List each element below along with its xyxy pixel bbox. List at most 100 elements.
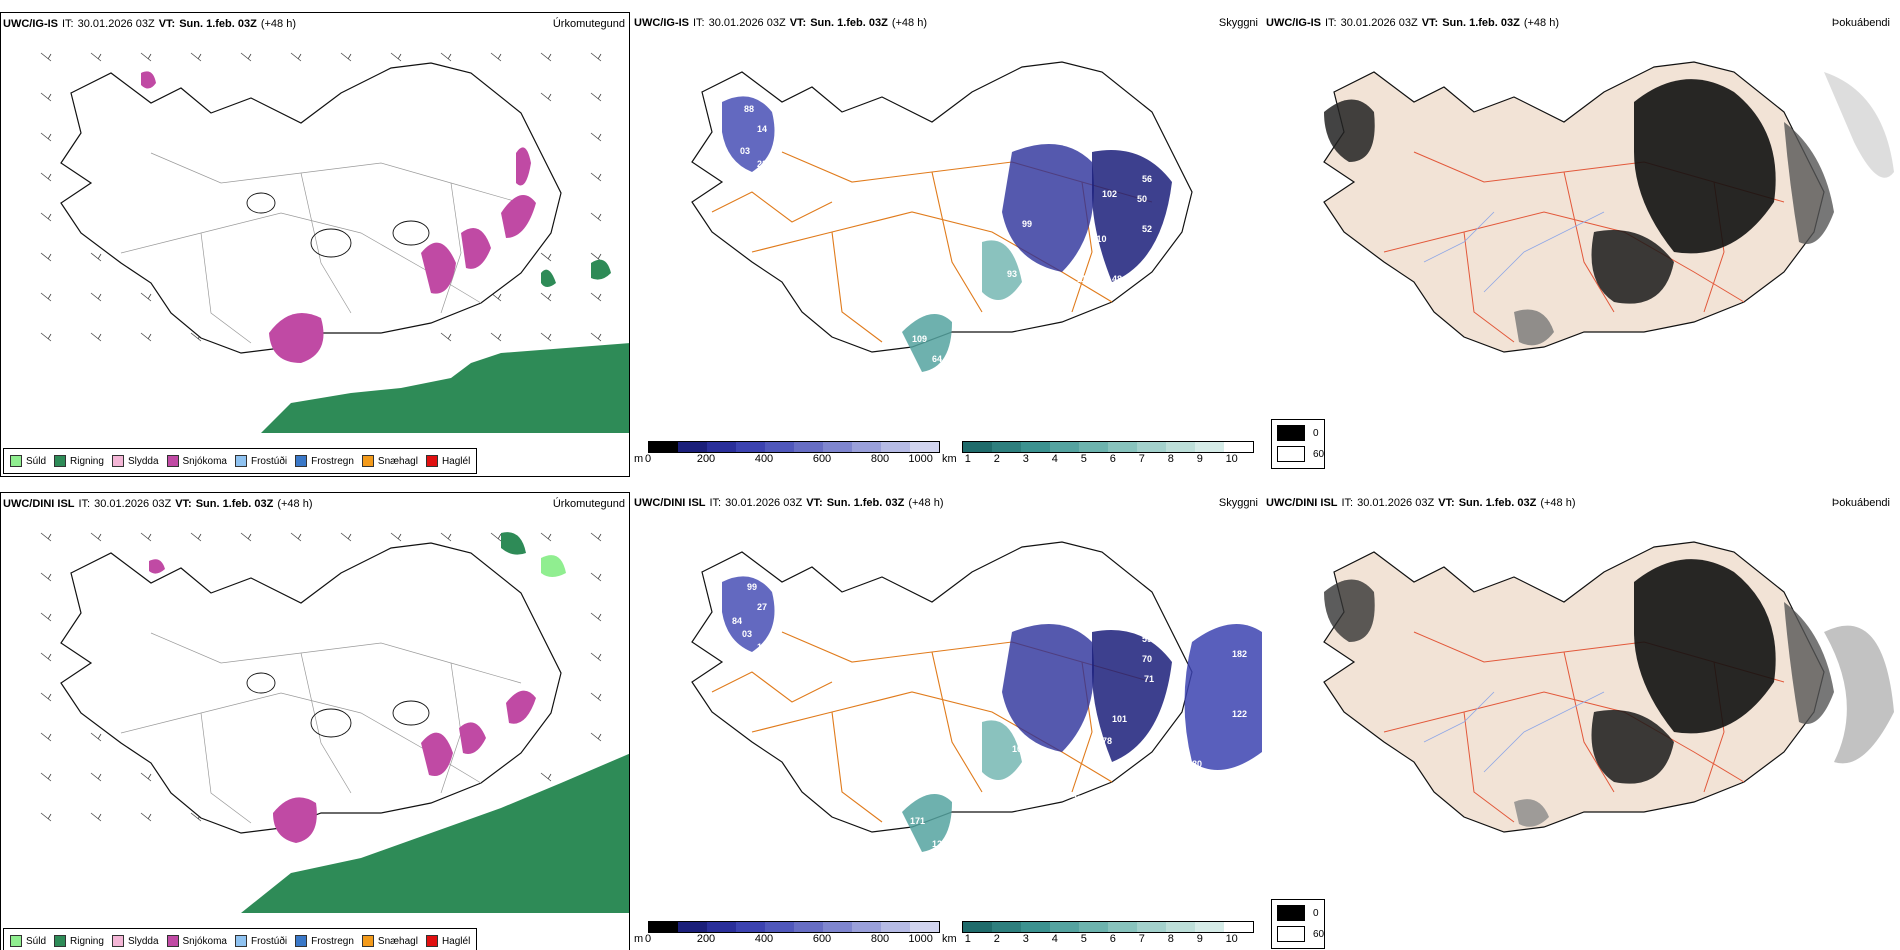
- iceland-coastline: [691, 541, 1193, 833]
- model-name: UWC/IG-IS: [634, 17, 689, 29]
- vis-value: 85: [1092, 754, 1102, 764]
- legend-label: Slydda: [127, 455, 159, 467]
- model-name: UWC/IG-IS: [3, 18, 58, 30]
- tick-label: 800: [870, 933, 890, 945]
- vis-value: 14: [757, 124, 767, 134]
- cloud-map: [1323, 61, 1894, 353]
- legend-swatch-frostudi: [234, 455, 247, 467]
- cloud-swatch-light: [1277, 446, 1305, 462]
- fog-areas: [1324, 72, 1894, 346]
- vis-value: 78: [1102, 736, 1112, 746]
- height-ticks: 0 200 400 600 800 1000: [645, 453, 938, 467]
- vis-value: 182: [1232, 649, 1247, 659]
- vis-value: 110: [1092, 234, 1107, 244]
- vis-value: 102: [1102, 189, 1117, 199]
- cloud-legend-label: 60: [1313, 448, 1325, 460]
- it-label: IT:: [709, 497, 722, 509]
- it-label: IT:: [693, 17, 705, 29]
- legend-item: Snæhagl: [361, 935, 418, 947]
- vis-value: 117: [1077, 274, 1092, 284]
- legend-swatch-frostregn: [295, 455, 308, 467]
- tick-label: 0: [644, 933, 652, 945]
- vis-value: 99: [747, 582, 757, 592]
- height-bar: [648, 441, 940, 453]
- cloud-legend-label: 0: [1313, 427, 1319, 439]
- legend-item: Rigning: [54, 455, 104, 467]
- cloud-legend-row: 60: [1277, 926, 1324, 942]
- vis-value: 127: [757, 642, 772, 652]
- vis-value: 135: [1057, 779, 1072, 789]
- fog-areas: [1324, 559, 1894, 827]
- lead-time: (+48 h): [1523, 17, 1560, 29]
- cloud-swatch-light: [1277, 926, 1305, 942]
- legend-swatch-frostregn: [295, 935, 308, 947]
- rivers: [1423, 691, 1605, 773]
- precip-type-panel-bottom: UWC/DINI ISL IT: 30.01.2026 03Z VT: Sun.…: [0, 492, 630, 950]
- tick-label: 1000: [908, 933, 933, 945]
- it-label: IT:: [62, 18, 74, 30]
- legend-swatch-slydda: [111, 935, 124, 947]
- vis-value: 03: [740, 146, 750, 156]
- vt-label: VT:: [789, 17, 807, 29]
- tick-label: 7: [1138, 933, 1145, 945]
- legend-item: Frostregn: [295, 935, 354, 947]
- panel-header: UWC/DINI ISL IT: 30.01.2026 03Z VT: Sun.…: [634, 494, 1258, 512]
- it-label: IT:: [1341, 497, 1354, 509]
- legend-swatch-rigning: [54, 455, 67, 467]
- vt-label: VT:: [175, 498, 192, 510]
- legend-item: Frostregn: [295, 455, 354, 467]
- vis-value: 56: [1142, 174, 1152, 184]
- vis-value: 38: [1072, 794, 1082, 804]
- low-visibility-areas: [722, 576, 1262, 852]
- cloud-map: [1323, 541, 1894, 833]
- vis-value: 88: [744, 104, 754, 114]
- height-ticks: 0 200 400 600 800 1000: [644, 933, 938, 947]
- legend-swatch-snaehagl: [361, 455, 374, 467]
- vis-value: 101: [1112, 714, 1127, 724]
- iceland-coastline: [60, 542, 562, 834]
- height-unit: m: [634, 933, 644, 945]
- vis-value: 109: [912, 334, 927, 344]
- valid-time: Sun. 1.feb. 03Z: [826, 497, 905, 509]
- init-time: 30.01.2026 03Z: [1357, 497, 1435, 509]
- legend-swatch-sud: [10, 455, 22, 467]
- iceland-coastline: [691, 61, 1193, 353]
- iceland-coastline: [60, 62, 562, 354]
- vis-value: 92: [1052, 332, 1062, 342]
- distance-ticks: 1 2 3 4 5 6 7 8 9 10: [962, 933, 1252, 947]
- glaciers: [246, 672, 430, 738]
- tick-label: 1: [964, 453, 971, 465]
- lead-time: (+48 h): [1540, 497, 1576, 509]
- tick-label: 8: [1167, 453, 1174, 465]
- panel-header: UWC/IG-IS IT: 30.01.2026 03Z VT: Sun. 1.…: [1266, 14, 1890, 32]
- legend-item: Haglél: [425, 935, 470, 947]
- legend-label: Slydda: [127, 935, 159, 947]
- distance-bar: [962, 441, 1254, 453]
- tick-label: 2: [993, 453, 1000, 465]
- precip-type-legend: Súld Rigning Slydda Snjókoma Frostúði Fr…: [3, 448, 478, 474]
- cloud-swatch-dark: [1277, 905, 1305, 921]
- vt-label: VT:: [1438, 497, 1455, 509]
- product-label: Úrkomutegund: [552, 18, 625, 30]
- legend-item: Snjókoma: [166, 455, 227, 467]
- legend-label: Frostúði: [250, 935, 288, 947]
- legend-label: Snjókoma: [182, 455, 227, 467]
- legend-swatch-frostudi: [234, 935, 247, 947]
- product-label: Skyggni: [1218, 17, 1258, 29]
- legend-item: Frostúði: [234, 935, 288, 947]
- legend-item: Snæhagl: [361, 455, 418, 467]
- legend-label: Súld: [26, 935, 47, 947]
- tick-label: 7: [1138, 453, 1145, 465]
- vis-value: 171: [910, 816, 925, 826]
- valid-time: Sun. 1.feb. 03Z: [810, 17, 888, 29]
- cloud-panel-top: UWC/IG-IS IT: 30.01.2026 03Z VT: Sun. 1.…: [1264, 12, 1894, 477]
- distance-colorbar: km 1 2 3 4 5 6 7 8 9 10: [942, 921, 1258, 949]
- valid-time: Sun. 1.feb. 03Z: [1442, 17, 1520, 29]
- cloud-legend-label: 60: [1313, 928, 1325, 940]
- cloud-swatch-dark: [1277, 425, 1305, 441]
- panel-header: UWC/IG-IS IT: 30.01.2026 03Z VT: Sun. 1.…: [3, 15, 625, 33]
- model-name: UWC/DINI ISL: [3, 498, 75, 510]
- tick-label: 6: [1109, 933, 1116, 945]
- visibility-map: 99 27 84 03 127 59 70 71 182 122 680 101…: [691, 541, 1262, 852]
- rain-areas: [261, 259, 629, 433]
